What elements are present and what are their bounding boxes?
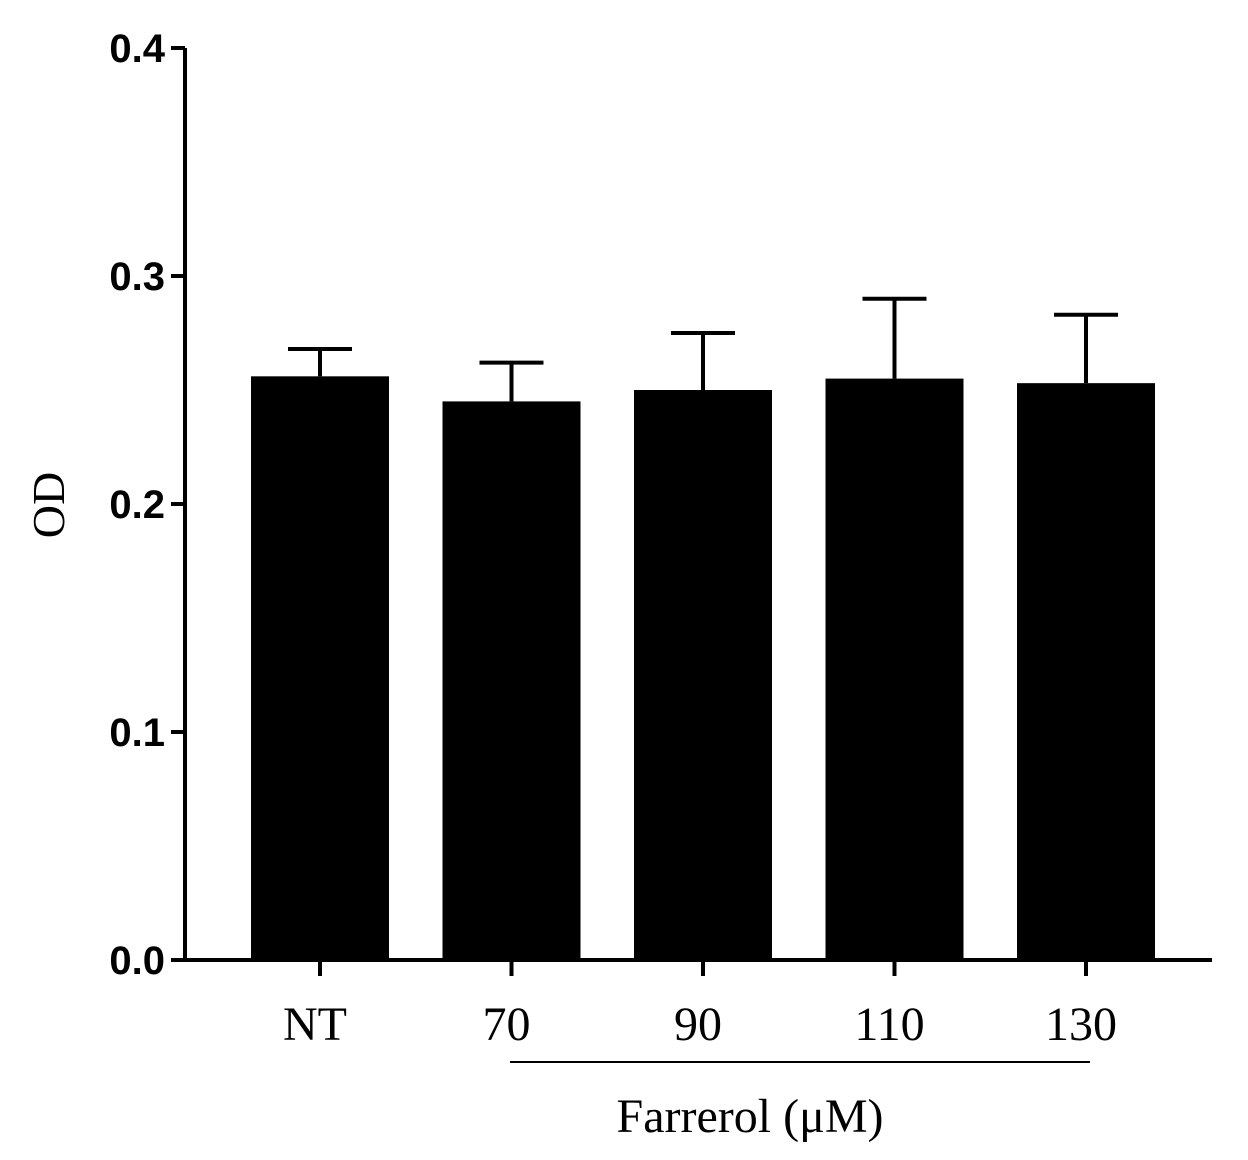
bar-130: [1017, 383, 1155, 960]
y-tick-label: 0.1: [109, 711, 165, 755]
y-tick-label: 0.4: [109, 27, 165, 71]
x-tick-label-130: 130: [1045, 998, 1117, 1051]
group-label: Farrerol (μM): [617, 1090, 884, 1143]
y-tick-label: 0.0: [109, 939, 165, 983]
x-tick-label-70: 70: [483, 998, 531, 1051]
y-axis-title: OD: [23, 472, 74, 538]
bar-110: [825, 378, 964, 961]
bar-90: [634, 390, 772, 960]
error-bars-layer: [288, 296, 1118, 402]
bar-70: [442, 401, 581, 960]
y-tick-label: 0.2: [109, 483, 165, 527]
bars-layer: [251, 376, 1155, 961]
x-tick-label-NT: NT: [283, 998, 347, 1051]
y-ticks-layer: 0.0 0.1 0.2 0.3 0.4: [109, 27, 185, 983]
x-tick-label-90: 90: [674, 998, 722, 1051]
bar-NT: [251, 376, 389, 960]
x-ticks-layer: NT 70 90 110 130: [283, 960, 1117, 1051]
x-tick-label-110: 110: [854, 998, 924, 1051]
y-tick-label: 0.3: [109, 255, 165, 299]
